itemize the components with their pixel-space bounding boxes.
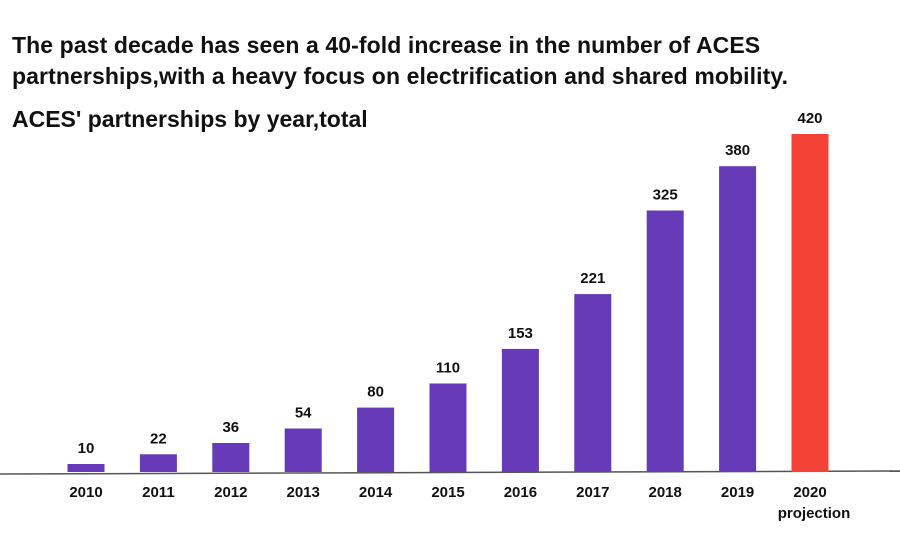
x-tick-label-2015: 2015 (431, 484, 464, 501)
value-label-2018: 325 (653, 187, 678, 204)
bar-2018 (646, 210, 684, 472)
value-label-2010: 10 (78, 440, 95, 457)
value-label-2019: 380 (725, 142, 750, 159)
bar-2010 (67, 464, 105, 472)
value-label-2017: 221 (580, 270, 605, 287)
x-tick-sublabel-2020: projection (778, 505, 851, 522)
value-label-2013: 54 (295, 405, 312, 422)
headline: The past decade has seen a 40-fold incre… (12, 32, 789, 89)
value-label-2015: 110 (436, 360, 460, 377)
x-tick-label-2012: 2012 (214, 484, 247, 501)
bar-2015 (429, 383, 467, 472)
value-label-2011: 22 (150, 430, 167, 447)
bar-2014 (357, 407, 395, 472)
x-tick-label-2018: 2018 (649, 484, 682, 501)
bar-2016 (501, 348, 539, 472)
value-label-2012: 36 (222, 419, 239, 436)
x-tick-label-2017: 2017 (576, 484, 609, 501)
chart-title: ACES' partnerships by year,total (12, 106, 368, 132)
bar-2017 (574, 294, 612, 472)
bar-2019 (719, 166, 757, 472)
x-tick-label-2014: 2014 (359, 484, 393, 501)
x-tick-label-2019: 2019 (721, 484, 754, 501)
x-tick-label-2016: 2016 (504, 484, 537, 501)
x-tick-label-2013: 2013 (287, 484, 320, 501)
x-tick-label-2011: 2011 (142, 484, 175, 501)
bar-2011 (139, 454, 177, 472)
bar-2012 (212, 443, 250, 472)
bar-2020 (791, 134, 829, 472)
x-tick-label-2020: 2020 (793, 484, 826, 501)
value-label-2016: 153 (508, 325, 533, 342)
value-label-2014: 80 (367, 384, 384, 401)
bar-2013 (284, 428, 322, 472)
x-tick-label-2010: 2010 (69, 484, 102, 501)
value-label-2020: 420 (797, 110, 822, 127)
